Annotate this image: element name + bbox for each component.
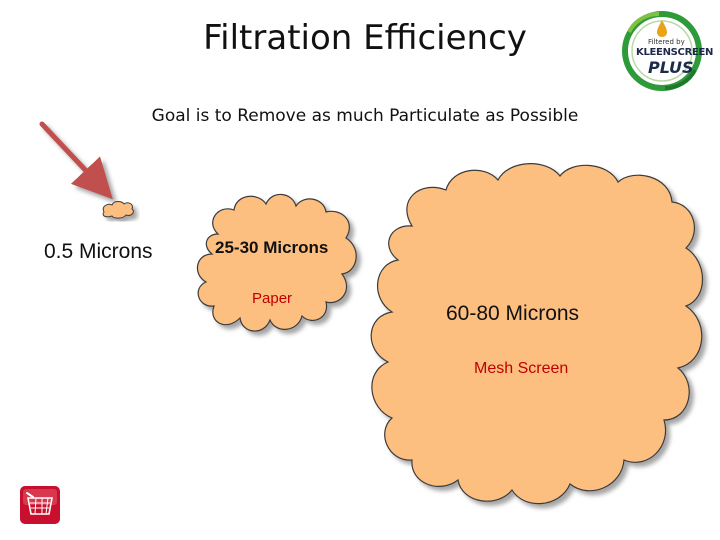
large-particle-label: 60-80 Microns bbox=[446, 302, 580, 325]
large-particle-caption: Mesh Screen bbox=[474, 360, 569, 377]
small-particle-label: 0.5 Microns bbox=[44, 240, 153, 263]
kleenscreen-logo bbox=[622, 11, 702, 91]
arrow-icon bbox=[39, 121, 113, 200]
small-particle-cloud bbox=[102, 201, 134, 219]
logo-line2: KLEENSCREEN bbox=[636, 47, 714, 58]
basket-icon bbox=[20, 486, 60, 524]
large-particle-cloud bbox=[370, 163, 704, 505]
logo-line3: PLUS bbox=[648, 58, 694, 77]
medium-particle-caption: Paper bbox=[252, 290, 293, 307]
medium-particle-cloud bbox=[196, 193, 357, 332]
logo-line1: Filtered by bbox=[648, 38, 685, 46]
page-title: Filtration Efficiency bbox=[203, 18, 527, 58]
page-subtitle: Goal is to Remove as much Particulate as… bbox=[151, 106, 579, 126]
medium-particle-label: 25-30 Microns bbox=[215, 238, 329, 257]
